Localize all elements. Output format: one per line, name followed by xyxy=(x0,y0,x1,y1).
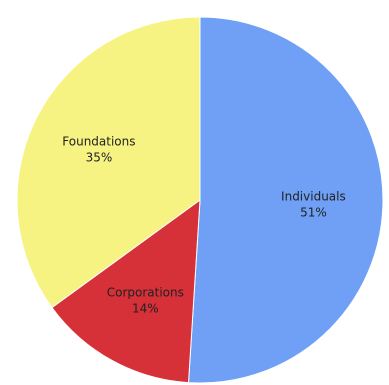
pie-slice-individuals xyxy=(187,16,384,384)
pie-slice-foundations xyxy=(16,16,201,309)
pie-slices xyxy=(16,16,384,384)
slice-value-foundations: 35% xyxy=(86,151,113,165)
slice-label-individuals: Individuals xyxy=(281,190,346,204)
slice-value-individuals: 51% xyxy=(300,206,327,220)
pie-slice-corporations xyxy=(51,198,201,384)
pie-labels: Individuals 51% Corporations 14% Foundations… xyxy=(62,135,345,316)
slice-label-corporations: Corporations xyxy=(107,285,184,299)
slice-value-corporations: 14% xyxy=(132,301,159,315)
slice-label-foundations: Foundations xyxy=(62,135,135,149)
